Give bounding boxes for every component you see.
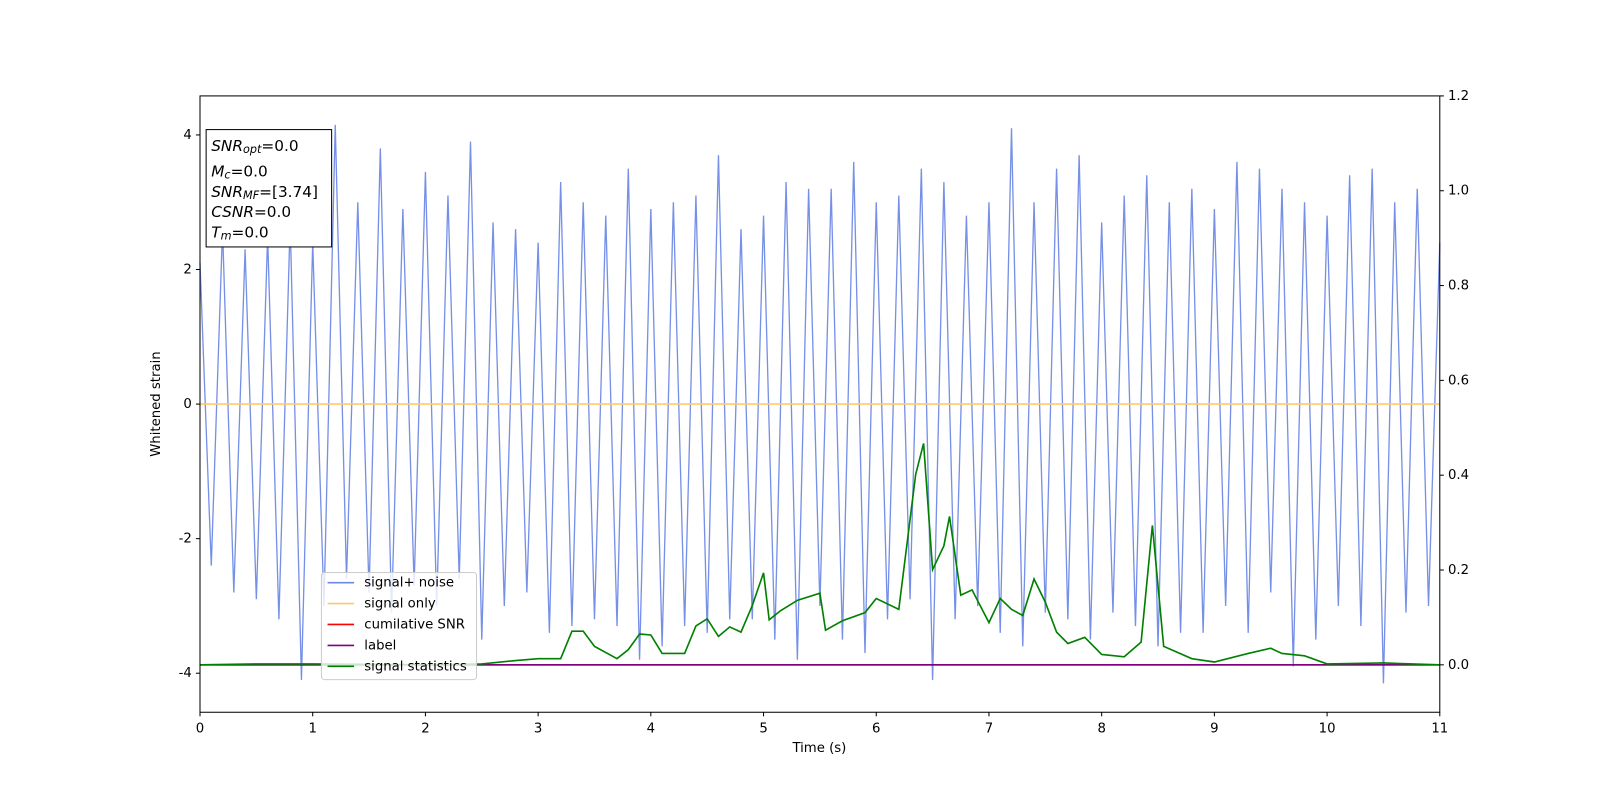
annotation-symbol: SNR (211, 136, 243, 154)
x-tick-label: 8 (1097, 722, 1105, 737)
annotation-box: SNRopt=0.0Mc=0.0SNRMF=[3.74]CSNR=0.0Tm=0… (205, 129, 333, 248)
annotation-subscript: m (221, 230, 232, 243)
annotation-value: =0.0 (254, 203, 291, 221)
y-tick-label: -2 (179, 532, 192, 547)
legend-label: signal only (364, 597, 436, 612)
x-tick-label: 6 (872, 722, 880, 737)
y-tick-label: -4 (179, 666, 192, 681)
annotation-symbol: T (211, 223, 222, 241)
x-tick-label: 3 (534, 722, 542, 737)
annotation-symbol: CSNR (211, 203, 254, 221)
x-axis-label: Time (s) (791, 741, 846, 756)
x-tick-label: 2 (421, 722, 429, 737)
annotation-symbol: M (211, 162, 224, 180)
legend-label: signal+ noise (364, 576, 454, 591)
annotation-line: SNRopt=0.0 (211, 136, 298, 156)
annotation-value: =[3.74] (259, 182, 318, 200)
legend-label: label (364, 638, 396, 653)
annotation-line: SNRMF=[3.74] (211, 182, 318, 202)
series-line (199, 443, 1440, 666)
y2-tick-label: 0.6 (1448, 373, 1469, 388)
annotation-line: CSNR=0.0 (211, 203, 291, 221)
annotation-symbol: SNR (211, 182, 243, 200)
y-tick-label: 4 (183, 128, 191, 143)
x-tick-label: 7 (985, 722, 993, 737)
annotation-frame (205, 129, 333, 248)
annotation-subscript: opt (243, 143, 262, 156)
x-tick-label: 0 (196, 722, 204, 737)
x-tick-label: 4 (647, 722, 655, 737)
annotation-value: =0.0 (231, 162, 268, 180)
x-tick-label: 5 (759, 722, 767, 737)
y2-tick-label: 1.2 (1448, 89, 1469, 104)
y2-tick-label: 0.2 (1448, 563, 1469, 578)
annotation-line: Mc=0.0 (211, 162, 268, 182)
annotation-line: Tm=0.0 (211, 223, 268, 243)
y2-tick-label: 0.4 (1448, 468, 1469, 483)
x-tick-label: 9 (1210, 722, 1218, 737)
y-axis-label: Whitened strain (149, 351, 164, 456)
series-line (199, 124, 1441, 684)
annotation-value: =0.0 (232, 223, 269, 241)
legend: signal+ noise signal only cumilative SNR la… (320, 571, 478, 681)
y2-tick-label: 0.0 (1448, 658, 1469, 673)
annotation-subscript: MF (243, 189, 260, 202)
y-tick-label: 0 (183, 397, 191, 412)
y2-tick-label: 1.0 (1448, 184, 1469, 199)
annotation-subscript: c (224, 169, 231, 182)
y-tick-label: 2 (183, 263, 191, 278)
legend-frame (320, 571, 478, 681)
x-tick-label: 1 (308, 722, 316, 737)
legend-label: signal statistics (364, 659, 467, 674)
x-tick-label: 10 (1319, 722, 1336, 737)
annotation-value: =0.0 (261, 136, 298, 154)
y2-tick-label: 0.8 (1448, 279, 1469, 294)
legend-label: cumilative SNR (364, 617, 465, 632)
x-tick-label: 11 (1431, 722, 1448, 737)
